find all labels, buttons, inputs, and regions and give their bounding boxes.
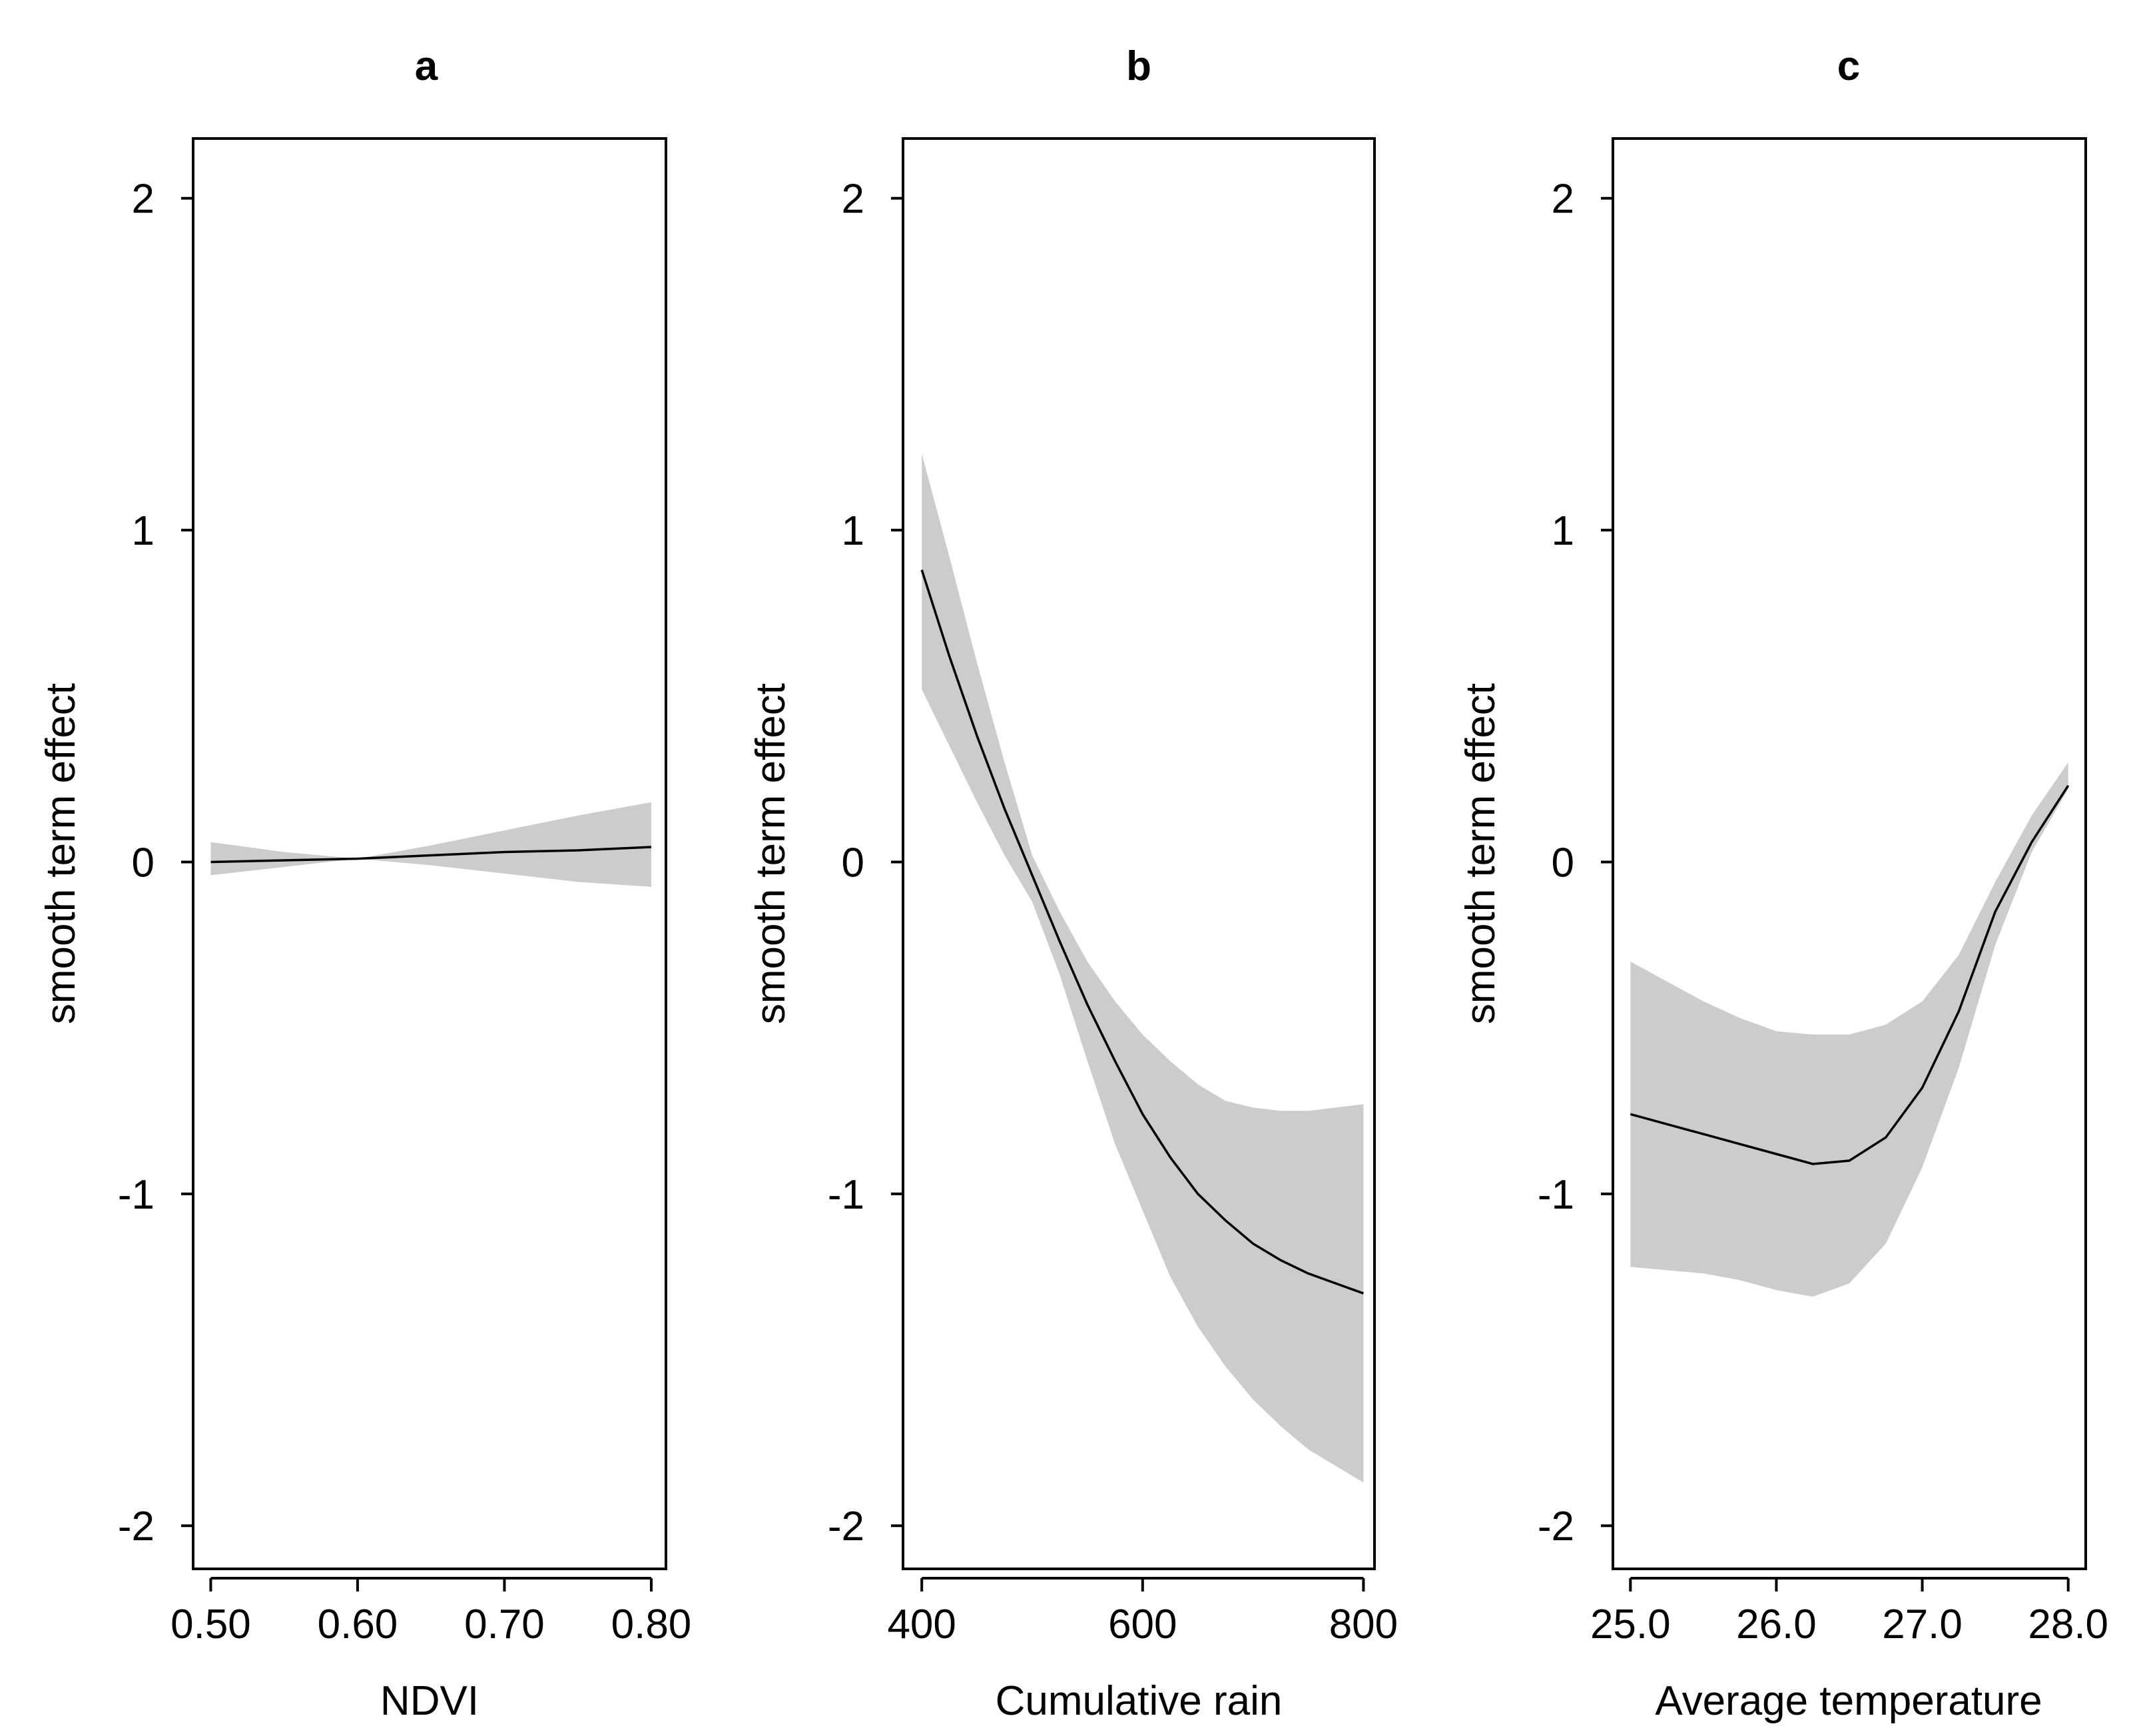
panel-c-title: c (1837, 43, 1860, 89)
panel-c-y-tick-label: -1 (1538, 1172, 1574, 1218)
panel-c-y-tick-label: 0 (1552, 840, 1574, 886)
panel-c-plot-frame (1612, 137, 2087, 1570)
panel-a-x-tick-label: 0.70 (464, 1601, 545, 1647)
panel-a-plot-frame (192, 137, 667, 1570)
panel-c-y-axis-label: smooth term effect (1458, 683, 1504, 1024)
panel-b-y-axis: -2 -1 0 1 2 (828, 176, 903, 1550)
panel-c-x-tick-label: 28.0 (2028, 1601, 2108, 1647)
panel-b-x-tick-label: 600 (1108, 1601, 1177, 1647)
panel-a: a -2 -1 0 1 2 0.50 0.60 0.70 0.80 NDVI smooth t… (38, 43, 691, 1724)
panel-b: b -2 -1 0 1 2 400 600 800 Cumulative rain smoo… (748, 43, 1398, 1724)
panel-a-x-axis-label: NDVI (380, 1678, 479, 1724)
panel-c-x-tick-label: 26.0 (1736, 1601, 1817, 1647)
panel-a-x-tick-label: 0.60 (318, 1601, 398, 1647)
panel-a-confidence-band (210, 802, 651, 887)
panel-b-x-tick-label: 400 (887, 1601, 956, 1647)
panel-a-y-tick-label: -2 (118, 1504, 154, 1550)
panel-a-x-axis: 0.50 0.60 0.70 0.80 (170, 1577, 692, 1647)
panel-c-y-tick-label: 1 (1552, 508, 1574, 554)
panel-b-y-tick-label: -2 (828, 1504, 864, 1550)
panel-c: c -2 -1 0 1 2 25.0 26.0 27.0 28.0 Average tempe… (1458, 43, 2108, 1724)
panel-c-smooth-curve (1630, 784, 2070, 1165)
panel-b-x-tick-label: 800 (1329, 1601, 1398, 1647)
panel-c-y-tick-label: 2 (1552, 176, 1574, 222)
panel-b-y-tick-label: 1 (842, 508, 864, 554)
panel-c-y-axis: -2 -1 0 1 2 (1538, 176, 1613, 1550)
panel-c-x-tick-label: 25.0 (1590, 1601, 1671, 1647)
panel-a-x-tick-label: 0.50 (170, 1601, 251, 1647)
panel-b-title: b (1126, 43, 1151, 89)
panel-a-y-tick-label: 0 (132, 840, 154, 886)
panel-a-y-axis-label: smooth term effect (38, 683, 84, 1024)
panel-a-y-tick-label: 1 (132, 508, 154, 554)
panel-c-x-axis: 25.0 26.0 27.0 28.0 (1590, 1577, 2108, 1647)
panel-b-y-tick-label: 0 (842, 840, 864, 886)
panel-b-y-axis-label: smooth term effect (748, 683, 794, 1024)
panel-b-smooth-curve (920, 569, 1364, 1295)
panel-a-title: a (415, 43, 438, 89)
panel-c-x-axis-label: Average temperature (1655, 1678, 2042, 1724)
panel-b-x-axis-label: Cumulative rain (996, 1678, 1283, 1724)
panel-a-y-axis: -2 -1 0 1 2 (118, 176, 193, 1550)
panel-c-y-tick-label: -2 (1538, 1504, 1574, 1550)
panel-b-plot-frame (902, 137, 1376, 1570)
panel-a-y-tick-label: 2 (132, 176, 154, 222)
panel-a-x-tick-label: 0.80 (611, 1601, 692, 1647)
panel-c-confidence-band (1630, 762, 2068, 1297)
panel-b-x-axis: 400 600 800 (887, 1577, 1398, 1647)
panel-b-y-tick-label: -1 (828, 1172, 864, 1218)
panel-a-y-tick-label: -1 (118, 1172, 154, 1218)
panel-b-y-tick-label: 2 (842, 176, 864, 222)
panel-a-smooth-curve (210, 846, 652, 864)
panel-c-x-tick-label: 27.0 (1882, 1601, 1963, 1647)
panel-b-confidence-band (922, 453, 1364, 1483)
